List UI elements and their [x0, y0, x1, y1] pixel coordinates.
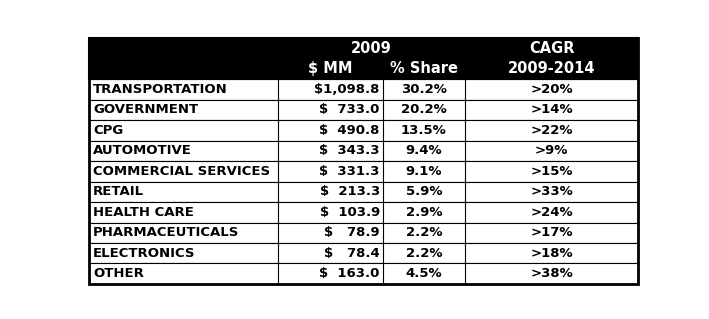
Text: >15%: >15%: [530, 165, 573, 178]
Text: CAGR: CAGR: [529, 41, 574, 56]
Text: CPG: CPG: [93, 124, 123, 137]
Text: $  331.3: $ 331.3: [320, 165, 380, 178]
Text: AUTOMOTIVE: AUTOMOTIVE: [93, 145, 192, 157]
Text: GOVERNMENT: GOVERNMENT: [93, 103, 198, 116]
Bar: [89, 141, 638, 161]
Text: >18%: >18%: [530, 247, 573, 260]
Bar: [89, 79, 638, 100]
Text: 9.4%: 9.4%: [406, 145, 442, 157]
Text: $1,098.8: $1,098.8: [315, 83, 380, 96]
Text: $ MM: $ MM: [308, 62, 352, 77]
Text: 20.2%: 20.2%: [401, 103, 447, 116]
Text: PHARMACEUTICALS: PHARMACEUTICALS: [93, 226, 240, 239]
Text: OTHER: OTHER: [93, 267, 144, 280]
Text: >20%: >20%: [530, 83, 573, 96]
Text: 2009-2014: 2009-2014: [508, 62, 596, 77]
Text: >17%: >17%: [530, 226, 573, 239]
Text: COMMERCIAL SERVICES: COMMERCIAL SERVICES: [93, 165, 270, 178]
Text: 30.2%: 30.2%: [401, 83, 447, 96]
Text: $  213.3: $ 213.3: [320, 185, 380, 198]
Text: $  163.0: $ 163.0: [320, 267, 380, 280]
Bar: [89, 120, 638, 141]
Bar: [89, 202, 638, 223]
Text: 2009: 2009: [351, 41, 392, 56]
Text: 9.1%: 9.1%: [406, 165, 442, 178]
Text: 2.9%: 2.9%: [406, 206, 442, 219]
Text: >24%: >24%: [530, 206, 573, 219]
Text: RETAIL: RETAIL: [93, 185, 144, 198]
Text: 2.2%: 2.2%: [406, 226, 442, 239]
Text: $  490.8: $ 490.8: [320, 124, 380, 137]
Text: $  103.9: $ 103.9: [320, 206, 380, 219]
Bar: [89, 243, 638, 263]
Text: >22%: >22%: [530, 124, 573, 137]
Text: >14%: >14%: [530, 103, 573, 116]
Text: ELECTRONICS: ELECTRONICS: [93, 247, 196, 260]
Text: 5.9%: 5.9%: [406, 185, 442, 198]
Text: >33%: >33%: [530, 185, 573, 198]
Text: TRANSPORTATION: TRANSPORTATION: [93, 83, 228, 96]
Text: $  343.3: $ 343.3: [319, 145, 380, 157]
Text: HEALTH CARE: HEALTH CARE: [93, 206, 194, 219]
Text: >9%: >9%: [535, 145, 568, 157]
Bar: [89, 161, 638, 182]
Text: 13.5%: 13.5%: [401, 124, 447, 137]
Bar: [89, 222, 638, 243]
Text: 4.5%: 4.5%: [406, 267, 442, 280]
Text: $  733.0: $ 733.0: [320, 103, 380, 116]
Text: 2.2%: 2.2%: [406, 247, 442, 260]
Bar: [89, 182, 638, 202]
Text: $   78.9: $ 78.9: [324, 226, 380, 239]
Bar: [89, 263, 638, 284]
Text: >38%: >38%: [530, 267, 573, 280]
Text: $   78.4: $ 78.4: [324, 247, 380, 260]
Bar: [89, 38, 638, 79]
Bar: [89, 100, 638, 120]
Text: % Share: % Share: [390, 62, 458, 77]
